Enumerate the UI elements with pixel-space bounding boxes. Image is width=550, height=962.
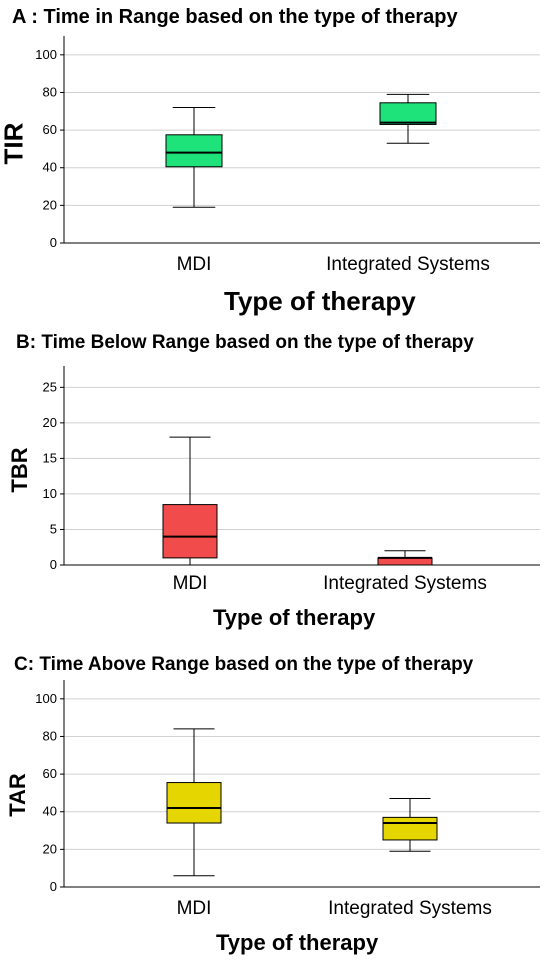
- y-tick-label: 20: [43, 197, 57, 212]
- box-plot: 0 20 40 60 80 100 MDI Integrated Systems: [35, 36, 540, 275]
- x-category-label: Integrated Systems: [323, 573, 487, 594]
- panel-c: C: Time Above Range based on the type of…: [0, 646, 550, 962]
- y-tick-label: 20: [43, 415, 57, 430]
- x-category-label: Integrated Systems: [328, 898, 492, 919]
- x-category-label: MDI: [173, 573, 208, 594]
- box-mdi: [165, 134, 223, 168]
- y-tick-label: 80: [43, 84, 57, 99]
- x-category-label: Integrated Systems: [326, 254, 490, 275]
- box-integrated-systems: [382, 816, 438, 841]
- x-axis-label: Type of therapy: [213, 605, 376, 630]
- chart-title: A : Time in Range based on the type of t…: [12, 6, 458, 28]
- y-tick-label: 40: [43, 804, 57, 819]
- y-tick-label: 5: [50, 521, 57, 536]
- y-tick-label: 100: [35, 691, 57, 706]
- x-category-label: MDI: [177, 254, 212, 275]
- y-tick-label: 15: [43, 450, 57, 465]
- panel-b: B: Time Below Range based on the type of…: [0, 322, 550, 642]
- box-integrated-systems: [377, 557, 433, 566]
- y-tick-label: 25: [43, 379, 57, 394]
- y-tick-label: 10: [43, 486, 57, 501]
- box-mdi: [166, 782, 222, 824]
- x-axis-label: Type of therapy: [224, 286, 416, 316]
- y-tick-label: 0: [50, 235, 57, 250]
- y-tick-label: 60: [43, 766, 57, 781]
- y-tick-label: 100: [35, 47, 57, 62]
- x-category-label: MDI: [177, 898, 212, 919]
- y-tick-label: 80: [43, 728, 57, 743]
- chart-title: B: Time Below Range based on the type of…: [16, 332, 474, 353]
- x-axis-label: Type of therapy: [216, 930, 379, 955]
- chart-title: C: Time Above Range based on the type of…: [14, 654, 474, 675]
- box-integrated-systems: [379, 102, 437, 125]
- y-tick-label: 60: [43, 122, 57, 137]
- box-plot: 0 5 10 15 20 25 MDI Integrated Systems: [43, 366, 540, 594]
- box-mdi: [162, 504, 218, 559]
- box-plot: 0 20 40 60 80 100 MDI Integrated Systems: [35, 680, 540, 919]
- y-tick-label: 0: [50, 557, 57, 572]
- y-tick-label: 40: [43, 160, 57, 175]
- y-tick-label: 20: [43, 841, 57, 856]
- panel-a: A : Time in Range based on the type of t…: [0, 0, 550, 320]
- y-tick-label: 0: [50, 879, 57, 894]
